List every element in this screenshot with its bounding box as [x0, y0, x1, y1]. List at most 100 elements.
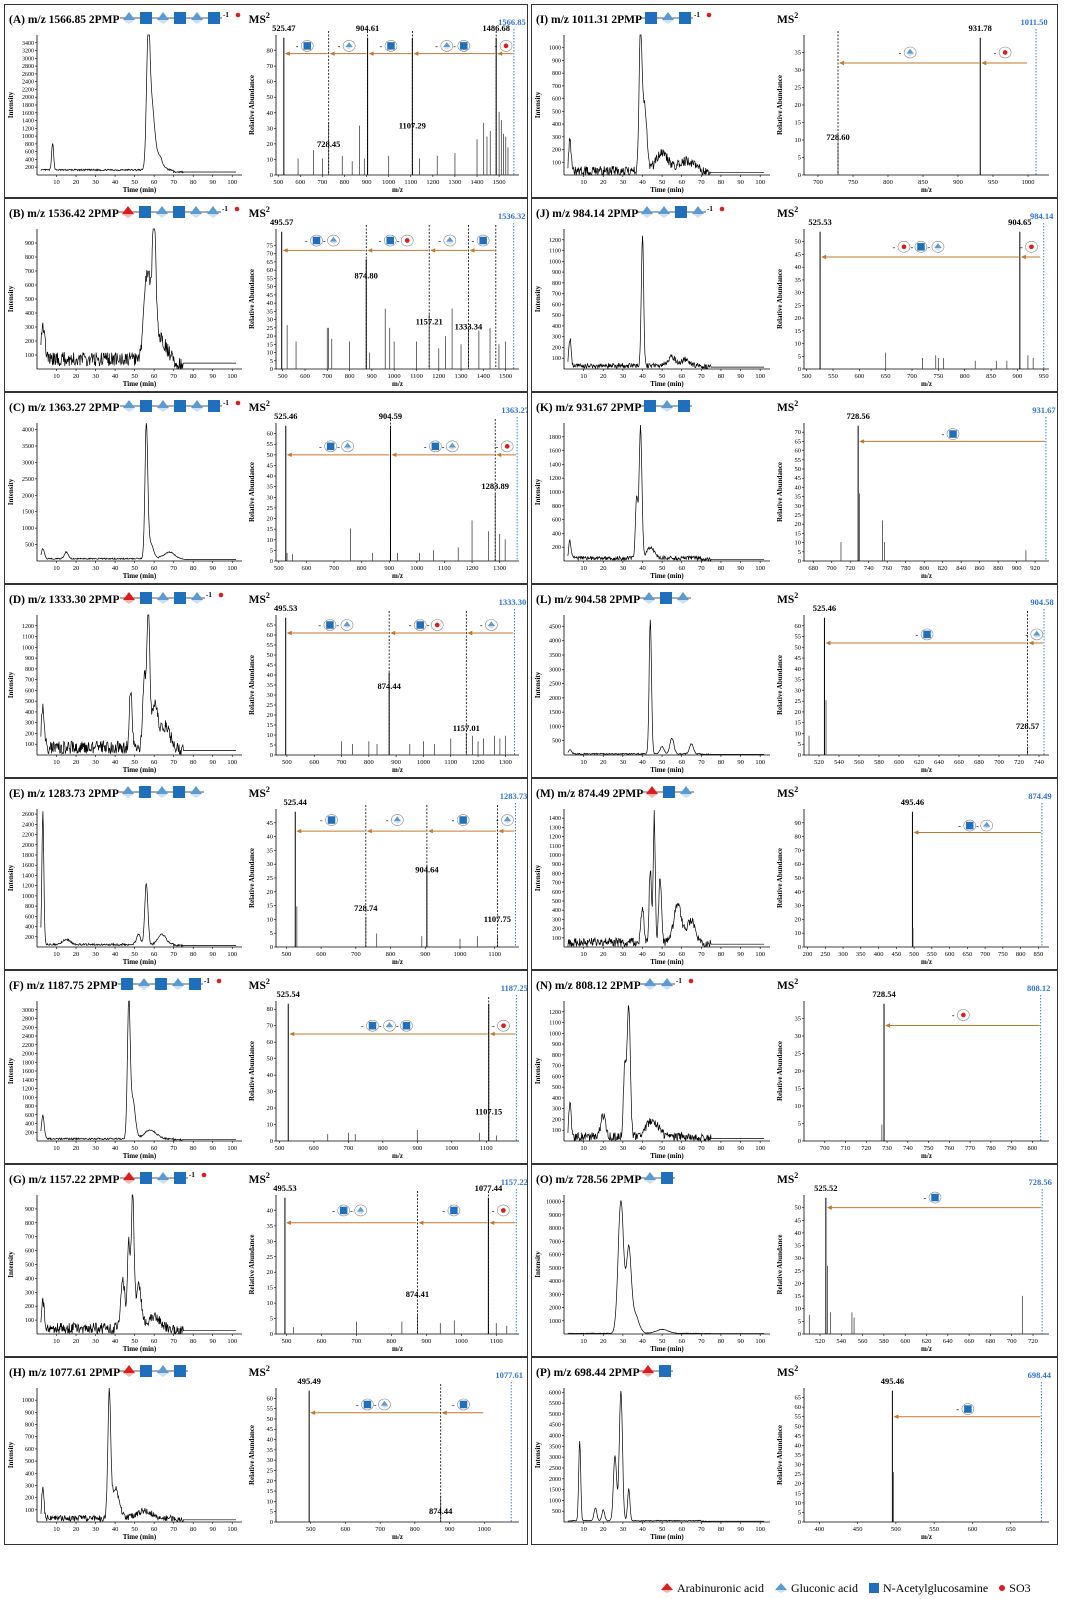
ms-x-tick-label: 500	[891, 1526, 901, 1533]
panel-letter: (D)	[9, 594, 28, 606]
lc-y-tick-label: 200	[552, 345, 561, 351]
neutral-loss-label: -	[942, 428, 960, 440]
loss-dash: -	[942, 430, 945, 439]
panel-M: (M) m/z 874.49 2PMP MS2 100 200 300 400 500 600…	[531, 778, 1058, 970]
loss-dash: -	[927, 243, 930, 252]
ms-y-tick-label: 25	[267, 325, 274, 332]
lc-y-tick-label: 200	[552, 1117, 561, 1123]
fragment-mz-label: 728.45	[317, 139, 340, 149]
lc-x-tick-label: 50	[131, 759, 138, 766]
ms-y-tick-label: 10	[267, 350, 274, 357]
ms-x-tick-label: 1000	[417, 759, 430, 766]
lc-y-tick-label: 800	[552, 281, 561, 287]
gluconic-acid-icon	[658, 206, 671, 218]
panel-letter: (K)	[536, 402, 556, 414]
loss-dash: -	[409, 621, 412, 630]
ms-x-tick-label: 790	[1007, 1145, 1017, 1152]
lc-y-tick-label: 1200	[549, 238, 561, 244]
ms2-superscript: 2	[794, 1171, 799, 1180]
ms-x-tick-label: 550	[927, 951, 937, 958]
ms-y-tick-label: 10	[795, 1103, 802, 1110]
lc-y-axis-label: Intensity	[7, 1251, 15, 1278]
ms-y-tick-label: 35	[795, 494, 802, 501]
lc-y-tick-label: 600	[25, 914, 34, 920]
ms2-spectrum: 0 5 10 15 20 25 30 35 40 45 50 55 60 520 540 560 580 600 6…	[776, 597, 1054, 774]
ms2-text: MS	[777, 979, 795, 992]
ms-x-tick-label: 900	[384, 565, 394, 572]
ms-y-tick-label: 20	[267, 889, 274, 896]
ms-y-tick-label: 5	[798, 1509, 801, 1516]
legend-label-so3: SO3	[1009, 1580, 1031, 1595]
ms-x-tick-label: 640	[934, 759, 944, 766]
ms-y-tick-label: 35	[267, 484, 274, 491]
lc-y-tick-label: 4000	[549, 1279, 561, 1285]
loss-arrowhead	[497, 51, 503, 56]
loss-dash: -	[994, 49, 997, 58]
lc-x-axis-label: Time (min)	[650, 1152, 684, 1160]
ms-y-tick-label: 45	[267, 662, 274, 669]
ms-y-tick-label: 15	[267, 1488, 274, 1495]
lc-y-tick-label: 2500	[549, 682, 561, 688]
gluconic-acid-icon	[692, 206, 705, 218]
loss-arrowhead	[1028, 640, 1034, 646]
lc-x-tick-label: 50	[131, 1145, 138, 1152]
lc-x-tick-label: 20	[73, 565, 80, 572]
ms-y-axis-label: Relative Abundance	[248, 462, 256, 522]
lc-y-tick-label: 600	[552, 1074, 561, 1080]
ms-x-tick-label: 300	[838, 951, 848, 958]
loss-dash: -	[492, 1206, 495, 1215]
lc-x-tick-label: 70	[170, 565, 177, 572]
ms-x-tick-label: 720	[1028, 1338, 1038, 1345]
n-acetylglucosamine-icon	[173, 400, 186, 412]
neutral-loss-label: --	[319, 440, 354, 453]
ms-x-tick-label: 800	[387, 1338, 397, 1345]
lc-x-tick-label: 100	[227, 179, 237, 186]
lc-x-tick-label: 60	[678, 1145, 685, 1152]
lc-x-tick-label: 30	[620, 759, 627, 766]
ms-x-tick-label: 540	[834, 759, 844, 766]
ms2-text: MS	[777, 1366, 795, 1379]
n-acetylglucosamine-icon	[663, 786, 676, 798]
gluconic-acid-icon	[641, 206, 654, 218]
ms-x-tick-label: 720	[861, 1145, 871, 1152]
ms-y-axis-label: Relative Abundance	[776, 848, 784, 908]
lc-y-tick-label: 800	[25, 1104, 34, 1110]
lc-y-tick-label: 600	[552, 302, 561, 308]
ms-x-tick-label: 560	[854, 759, 864, 766]
neutral-loss-label: -	[994, 46, 1012, 59]
lc-y-tick-label: 500	[25, 297, 34, 303]
ms-x-tick-label: 700	[344, 1145, 354, 1152]
lc-x-tick-label: 90	[737, 565, 744, 572]
lc-y-tick-label: 2800	[22, 1017, 34, 1023]
lc-y-tick-label: 2800	[22, 64, 34, 70]
n-acetylglucosamine-icon	[679, 12, 692, 24]
panel-letter: (G)	[9, 1174, 29, 1186]
gluconic-acid-icon	[385, 1021, 394, 1030]
panel-H: (H) m/z 1077.61 2PMP MS2 100 200 300 400 500 60…	[4, 1357, 528, 1545]
loss-dash: -	[480, 621, 483, 630]
glycan-structure	[641, 400, 693, 412]
lc-y-tick-label: 400	[552, 908, 561, 914]
n-acetylglucosamine-icon	[660, 592, 673, 604]
panel-F: (F) m/z 1187.75 2PMP -1 MS2 200 400 600 800 100…	[4, 970, 528, 1164]
n-acetylglucosamine-icon	[949, 430, 957, 438]
neutral-loss-label: -	[496, 440, 514, 453]
ms-x-tick-label: 900	[421, 1338, 431, 1345]
n-acetylglucosamine-icon	[659, 1365, 672, 1377]
ms-y-tick-label: 40	[795, 1230, 802, 1237]
ms-x-axis-label: m/z	[392, 1533, 403, 1541]
ms-x-tick-label: 520	[814, 759, 824, 766]
ms-x-tick-label: 500	[275, 1145, 285, 1152]
lc-x-axis-label: Time (min)	[123, 572, 157, 580]
panel-header: (B) m/z 1536.42 2PMP -1	[9, 205, 243, 220]
loss-dash: -	[453, 42, 456, 51]
ms2-text: MS	[777, 401, 795, 414]
ms-x-tick-label: 1000	[388, 373, 401, 380]
lc-y-tick-label: 2000	[22, 493, 34, 499]
ms-y-tick-label: 15	[267, 341, 274, 348]
lc-x-tick-label: 10	[53, 373, 60, 380]
ms-y-tick-label: 5	[270, 1509, 273, 1516]
ms-x-tick-label: 1100	[490, 1338, 503, 1345]
ms-x-tick-label: 750	[933, 373, 943, 380]
